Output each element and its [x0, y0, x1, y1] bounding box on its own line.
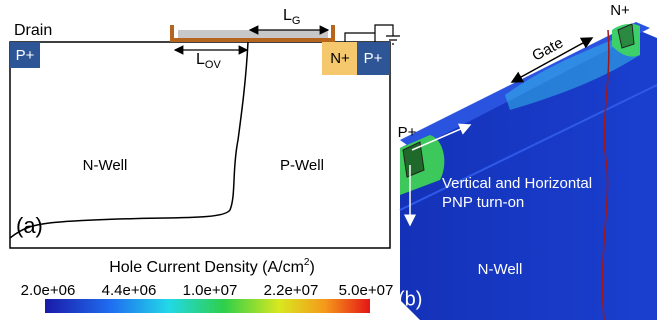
p-plus-label: P+ — [398, 124, 417, 141]
colorbar: Hole Current Density (A/cm2) 2.0e+06 4.4… — [21, 257, 394, 313]
panel-tag: (a) — [16, 213, 43, 238]
n-plus-label: N+ — [330, 50, 350, 67]
drain-label: Drain — [14, 22, 52, 39]
colorbar-tick-label: 2.2e+07 — [264, 282, 319, 299]
colorbar-gradient — [45, 299, 370, 313]
p-well-label: P-Well — [280, 157, 324, 174]
colorbar-tick-label: 1.0e+07 — [183, 282, 238, 299]
gate-oxide — [172, 38, 335, 42]
p-plus-label: P+ — [364, 50, 383, 67]
colorbar-tick-label: 2.0e+06 — [21, 282, 76, 299]
colorbar-tick-label: 5.0e+07 — [339, 282, 394, 299]
n-well-label: N-Well — [478, 261, 523, 278]
ground-wire — [345, 25, 400, 44]
annotation-line: Vertical and Horizontal — [442, 175, 592, 192]
panel-tag: (b) — [398, 288, 422, 310]
p-plus-label: P+ — [16, 47, 35, 64]
gate-length-label: LG — [283, 7, 300, 27]
annotation-line: PNP turn-on — [442, 194, 524, 211]
colorbar-tick-label: 4.4e+06 — [102, 282, 157, 299]
figure: Drain P+ LG LOV N+ P+ N-Well P-Well (a) … — [0, 0, 657, 320]
gate-poly — [178, 30, 328, 38]
gate-spacer — [331, 25, 335, 42]
gate-spacer — [170, 25, 174, 42]
panel-a: Drain P+ LG LOV N+ P+ N-Well P-Well (a) — [10, 7, 400, 248]
colorbar-title: Hole Current Density (A/cm2) — [109, 257, 315, 277]
panel-b: Gate N+ P+ Vertical and Horizontal PNP t… — [398, 2, 657, 320]
n-well-label: N-Well — [83, 157, 128, 174]
n-plus-label: N+ — [610, 2, 630, 19]
